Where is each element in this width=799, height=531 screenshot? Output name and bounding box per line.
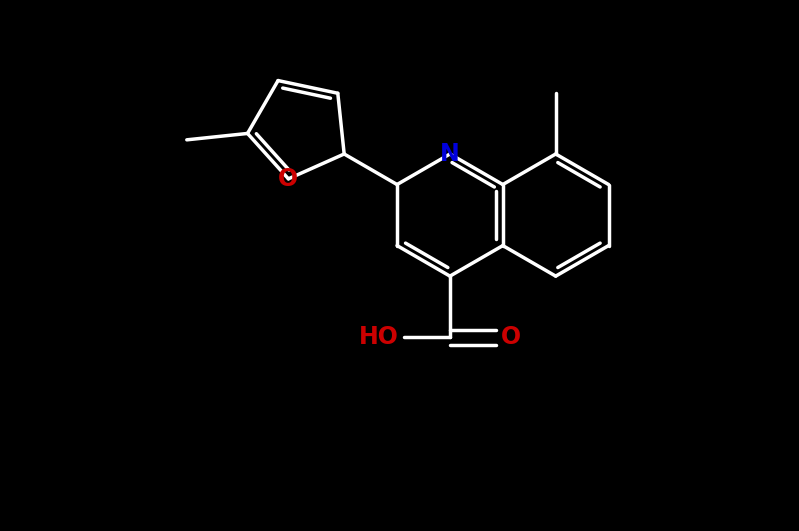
Text: N: N — [440, 142, 459, 166]
Text: O: O — [501, 325, 521, 349]
Text: HO: HO — [359, 325, 399, 349]
Text: O: O — [278, 167, 299, 191]
